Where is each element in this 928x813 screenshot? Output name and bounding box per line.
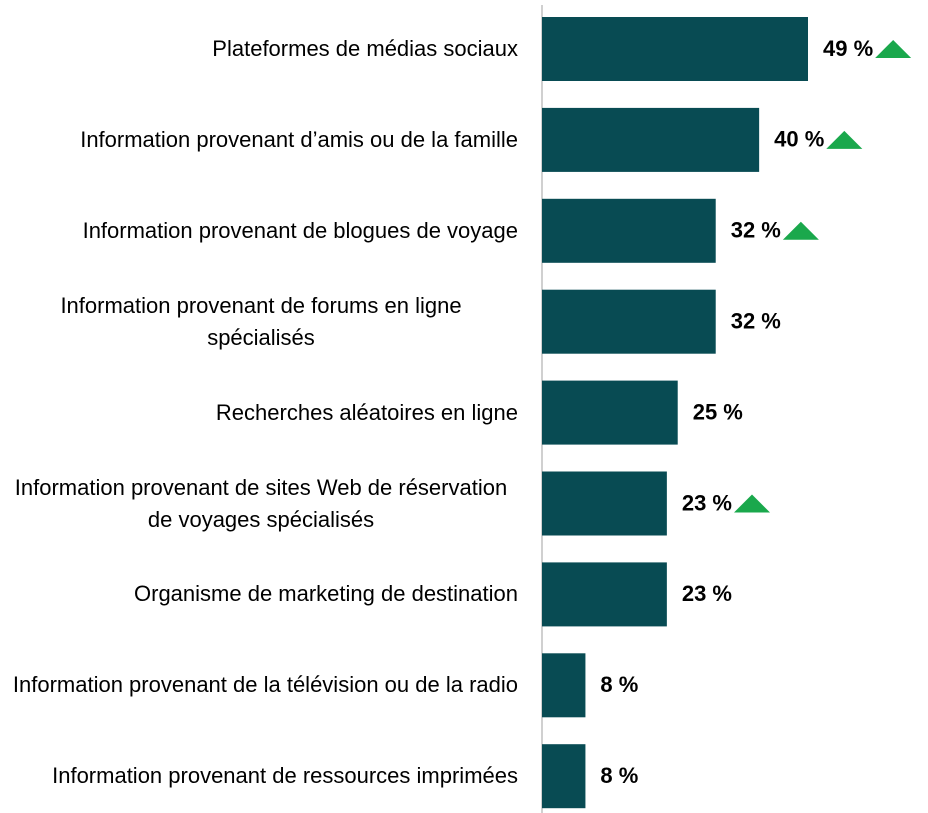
value-label: 23 % [682, 581, 732, 606]
bar [542, 289, 716, 354]
category-label-box: Information provenant de blogues de voya… [0, 185, 518, 276]
category-label: Organisme de marketing de destination [134, 581, 518, 607]
category-label-box: Information provenant d’amis ou de la fa… [0, 94, 518, 185]
value-label: 25 % [693, 399, 743, 424]
category-label-box: Recherches aléatoires en ligne [0, 367, 518, 458]
value-label: 8 % [600, 672, 638, 697]
bar [542, 380, 678, 445]
increase-arrow [782, 221, 819, 240]
category-label: Plateformes de médias sociaux [212, 36, 518, 61]
bar [542, 471, 667, 536]
category-label: Information provenant de sites Web de ré… [14, 474, 508, 532]
value-label: 32 % [731, 309, 781, 334]
category-label-box: Information provenant de sites Web de ré… [0, 458, 518, 549]
category-label-box: Information provenant de forums en ligne… [0, 276, 518, 367]
bar [542, 562, 667, 627]
value-label: 23 % [682, 490, 732, 515]
increase-arrow [734, 494, 771, 513]
category-label: Information provenant de blogues de voya… [82, 217, 518, 243]
category-label-box: Information provenant de la télévision o… [0, 640, 518, 731]
value-label: 8 % [600, 763, 638, 788]
category-label-box: Plateformes de médias sociaux [0, 4, 518, 95]
bar [542, 107, 760, 172]
bar [542, 17, 808, 81]
category-label: Recherches aléatoires en ligne [215, 399, 518, 425]
value-label: 32 % [731, 218, 781, 243]
category-label: Information provenant de forums en ligne… [60, 292, 462, 350]
category-label: Information provenant d’amis ou de la fa… [80, 126, 518, 152]
value-label: 40 % [774, 127, 824, 152]
increase-arrow [875, 40, 912, 58]
increase-arrow [826, 130, 863, 149]
bar [542, 653, 586, 718]
category-label: Information provenant de la télévision o… [12, 672, 518, 698]
bar [542, 198, 716, 263]
bar [542, 744, 586, 809]
category-label-box: Organisme de marketing de destination [0, 549, 518, 640]
category-label-box: Information provenant de ressources impr… [0, 731, 518, 813]
category-label: Information provenant de ressources impr… [52, 763, 518, 789]
value-label: 49 % [823, 36, 873, 61]
